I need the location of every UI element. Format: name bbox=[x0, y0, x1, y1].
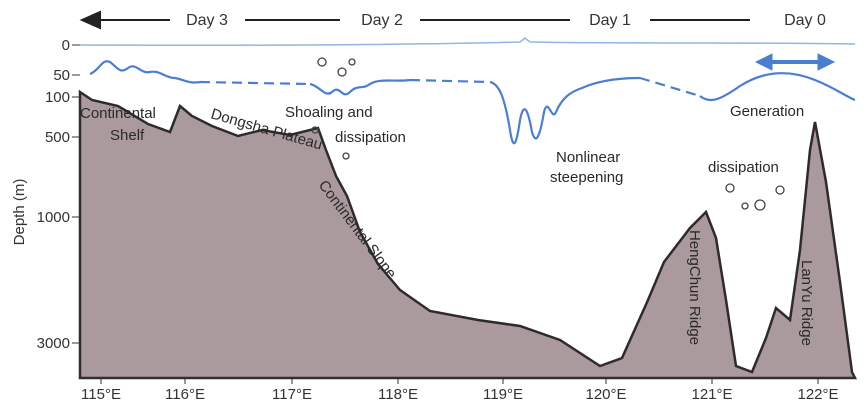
lon-tick-label: 122°E bbox=[797, 386, 838, 403]
depth-tick-label: 3000 bbox=[37, 335, 70, 352]
lon-tick-label: 118°E bbox=[378, 386, 418, 403]
process-label: Nonlinear bbox=[556, 149, 620, 166]
day-label: Day 3 bbox=[186, 12, 228, 29]
process-label: Shoaling and bbox=[285, 104, 373, 121]
process-label: Generation bbox=[730, 103, 804, 120]
day-label: Day 1 bbox=[589, 12, 631, 29]
depth-tick-label: 0 bbox=[62, 37, 70, 54]
process-label: dissipation bbox=[335, 129, 406, 146]
internal-wave-dashed bbox=[199, 80, 311, 86]
process-label: dissipation bbox=[708, 159, 779, 176]
process-label: steepening bbox=[550, 169, 623, 186]
day-label: Day 2 bbox=[361, 12, 403, 29]
lon-tick-label: 121°E bbox=[691, 386, 732, 403]
depth-tick-label: 50 bbox=[53, 67, 70, 84]
lon-tick-label: 116°E bbox=[165, 386, 205, 403]
axis-title: Depth (m) bbox=[11, 179, 28, 246]
internal-wave bbox=[699, 72, 856, 102]
internal-wave bbox=[309, 78, 411, 96]
depth-tick-label: 1000 bbox=[37, 209, 70, 226]
eddy-icons bbox=[311, 57, 785, 211]
internal-wave bbox=[89, 60, 201, 84]
sea-surface bbox=[79, 37, 856, 47]
feature-label: HengChun Ridge bbox=[686, 230, 703, 345]
lon-tick-label: 117°E bbox=[272, 386, 312, 403]
feature-label: LanYu Ridge bbox=[798, 260, 815, 346]
feature-label: Continental bbox=[80, 105, 156, 122]
depth-tick-label: 500 bbox=[45, 129, 70, 146]
internal-wave-dashed bbox=[409, 78, 491, 84]
time-arrow bbox=[79, 10, 750, 30]
internal-wave-dashed bbox=[639, 76, 701, 98]
generation-arrow bbox=[754, 53, 836, 71]
feature-label: Shelf bbox=[110, 127, 145, 144]
lon-tick-label: 119°E bbox=[483, 386, 523, 403]
day-label: Day 0 bbox=[784, 12, 826, 29]
depth-tick-label: 100 bbox=[45, 89, 70, 106]
internal-wave bbox=[489, 76, 641, 145]
lon-tick-label: 115°E bbox=[81, 386, 121, 403]
seafloor bbox=[78, 89, 858, 380]
lon-tick-label: 120°E bbox=[585, 386, 626, 403]
